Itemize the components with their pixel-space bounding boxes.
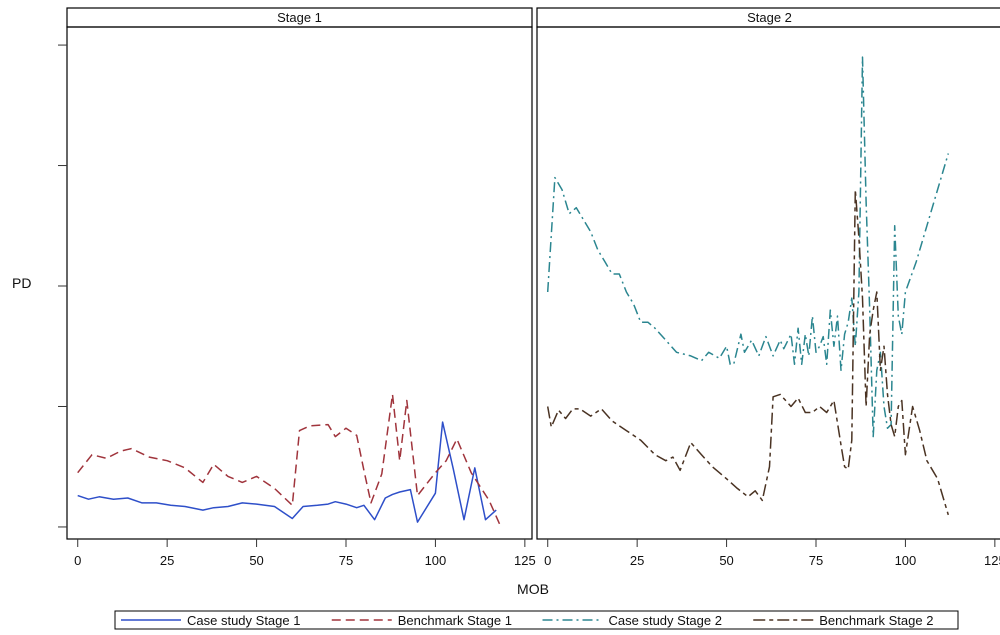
x-axis-label: MOB xyxy=(517,581,549,597)
axes-layer: 0 25 50 75 100 125 0 25 50 75 100 125 xyxy=(58,44,1000,568)
legend-label-1: Case study Stage 1 xyxy=(187,613,300,628)
x-tick-label-p2-3: 75 xyxy=(809,553,823,568)
panels-layer: Stage 1 Stage 2 xyxy=(66,7,1000,540)
x-tick-label-p2-0: 0 xyxy=(544,553,551,568)
legend-box xyxy=(114,610,959,630)
series-line-benchmark-stage-2 xyxy=(546,188,950,516)
legend-label-4: Benchmark Stage 2 xyxy=(819,613,933,628)
legend-label-2: Benchmark Stage 1 xyxy=(398,613,512,628)
legend-label-3: Case study Stage 2 xyxy=(609,613,722,628)
x-tick-label-p2-5: 125 xyxy=(984,553,1000,568)
panel-frame-2 xyxy=(536,26,1000,540)
x-tick-label-p1-2: 50 xyxy=(249,553,263,568)
x-tick-label-p1-0: 0 xyxy=(74,553,81,568)
series-line-case-study-stage-2 xyxy=(546,56,950,438)
panel-frame-1 xyxy=(66,26,533,540)
series-line-benchmark-stage-1 xyxy=(77,393,501,525)
series-line-case-study-stage-1 xyxy=(77,421,497,523)
x-tick-label-p1-1: 25 xyxy=(160,553,174,568)
x-tick-label-p1-4: 100 xyxy=(425,553,447,568)
y-axis-label: PD xyxy=(12,275,31,291)
x-tick-label-p2-2: 50 xyxy=(719,553,733,568)
panel-title-1: Stage 1 xyxy=(277,10,322,25)
panel-title-2: Stage 2 xyxy=(747,10,792,25)
x-tick-label-p1-5: 125 xyxy=(514,553,536,568)
legend: Case study Stage 1 Benchmark Stage 1 Case … xyxy=(114,610,959,630)
x-tick-label-p2-4: 100 xyxy=(895,553,917,568)
x-tick-label-p1-3: 75 xyxy=(339,553,353,568)
x-tick-label-p2-1: 25 xyxy=(630,553,644,568)
